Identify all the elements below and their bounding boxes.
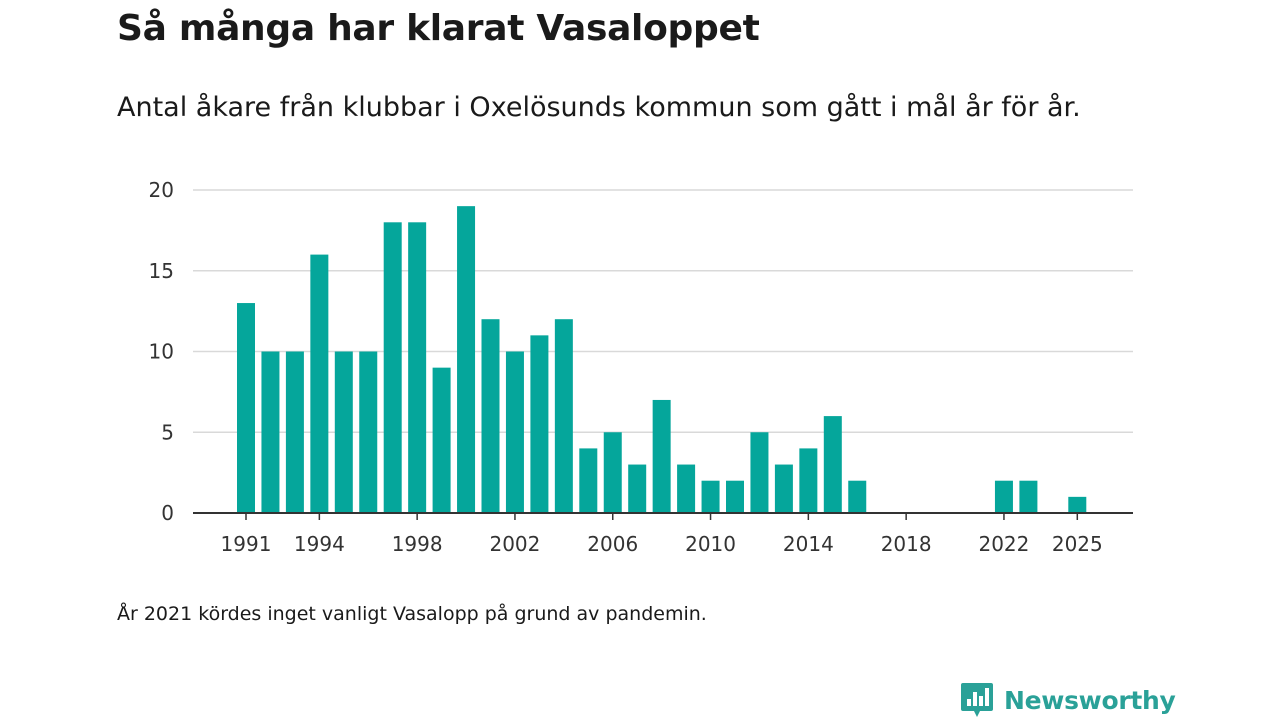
brand-name: Newsworthy (1004, 685, 1176, 715)
bars (237, 206, 1087, 514)
bar-1991[interactable] (237, 303, 255, 513)
chart-subtitle: Antal åkare från klubbar i Oxelösunds ko… (117, 92, 1081, 123)
x-tick-label: 1998 (392, 532, 443, 556)
bar-1999[interactable] (432, 367, 451, 513)
bar-1995[interactable] (334, 351, 353, 514)
bar-2013[interactable] (774, 464, 793, 513)
y-tick-label: 15 (149, 259, 174, 283)
gridlines (193, 189, 1133, 433)
bar-chart: 0 5 10 15 20 1991 1994 1998 2002 2006 2010 2014 2018… (149, 178, 1133, 556)
bar-2001[interactable] (481, 319, 500, 513)
x-tick-label: 2025 (1052, 532, 1103, 556)
bar-2011[interactable] (726, 480, 744, 513)
chart-title: Så många har klarat Vasaloppet (117, 8, 760, 49)
bar-2000[interactable] (457, 206, 476, 513)
axes: 0 5 10 15 20 1991 1994 1998 2002 2006 2010 2014 2018… (149, 178, 1133, 556)
bar-2005[interactable] (579, 448, 598, 513)
bar-2012[interactable] (750, 432, 769, 513)
y-tick-label: 20 (149, 178, 174, 202)
bar-2014[interactable] (799, 448, 818, 513)
bar-2008[interactable] (652, 399, 671, 513)
bar-2004[interactable] (554, 319, 573, 513)
bar-2023[interactable] (1019, 480, 1038, 513)
bar-2007[interactable] (628, 464, 647, 513)
bar-1992[interactable] (261, 351, 280, 514)
bar-2003[interactable] (530, 335, 549, 513)
bar-2016[interactable] (848, 480, 867, 513)
y-tick-label: 10 (149, 340, 174, 364)
x-tick-label: 2018 (881, 532, 932, 556)
x-tick-label: 1991 (221, 532, 272, 556)
x-tick-label: 2002 (489, 532, 540, 556)
bar-1994[interactable] (310, 254, 329, 513)
bar-2010[interactable] (701, 480, 720, 513)
bar-2015[interactable] (823, 416, 842, 513)
footnote: År 2021 kördes inget vanligt Vasalopp på… (117, 603, 707, 625)
x-tick-label: 2022 (978, 532, 1029, 556)
bar-1996[interactable] (359, 351, 378, 514)
y-tick-label: 0 (161, 501, 174, 525)
y-tick-label: 5 (161, 420, 174, 444)
bar-1997[interactable] (383, 222, 402, 514)
bar-2022[interactable] (994, 480, 1013, 513)
bar-2006[interactable] (603, 432, 622, 513)
bar-2002[interactable] (505, 351, 524, 514)
bar-1993[interactable] (285, 351, 304, 514)
x-tick-label: 2014 (783, 532, 834, 556)
x-tick-label: 2006 (587, 532, 638, 556)
newsworthy-logo-icon (961, 683, 993, 717)
bar-1998[interactable] (408, 222, 427, 514)
bar-2025[interactable] (1068, 496, 1087, 513)
bar-2009[interactable] (677, 464, 696, 513)
brand-logo[interactable]: Newsworthy (960, 680, 1176, 720)
x-tick-label: 1994 (294, 532, 345, 556)
x-tick-label: 2010 (685, 532, 736, 556)
